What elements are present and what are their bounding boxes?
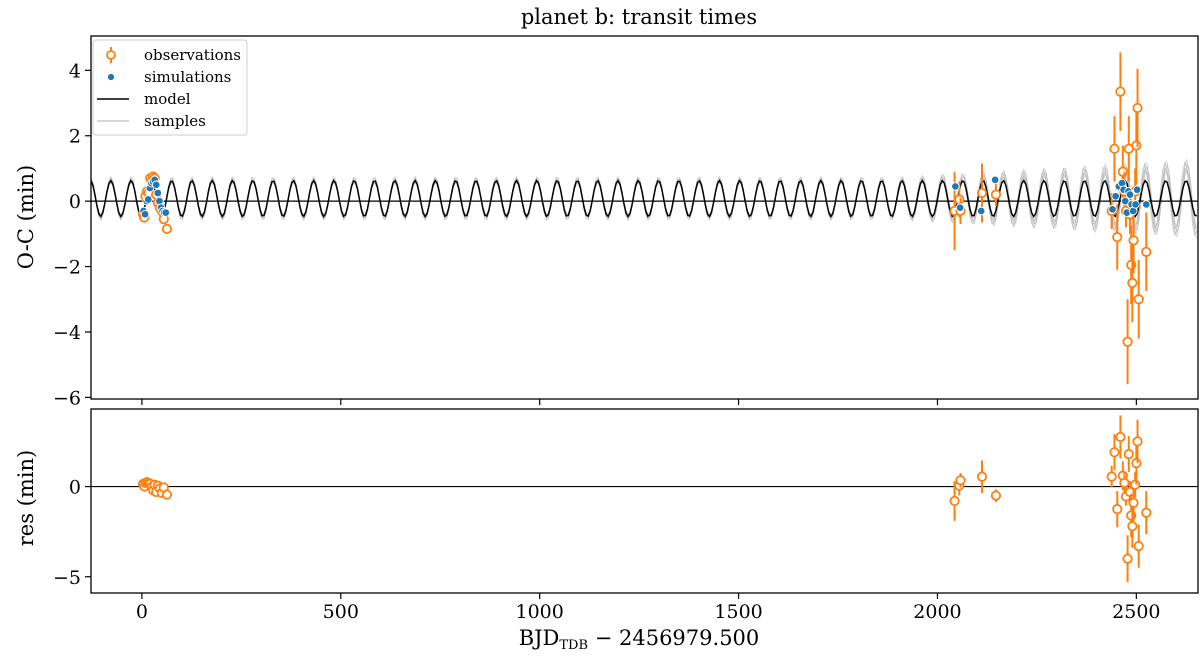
observation-point — [1131, 140, 1142, 151]
legend-label-observations: observations — [144, 46, 241, 64]
x-axis-label-subscript: TDB — [559, 638, 588, 653]
bottom-y-tick-label: −5 — [53, 567, 81, 589]
x-axis-label-tail: − 2456979.500 — [588, 626, 759, 650]
top-y-tick-label: −4 — [53, 322, 81, 344]
x-tick-label: 2000 — [913, 601, 961, 623]
top-y-tick-label: 0 — [69, 191, 81, 213]
observation-point — [1128, 497, 1139, 508]
top-y-tick-label: 2 — [69, 126, 81, 148]
legend-label-model: model — [144, 90, 191, 108]
model-curve — [91, 179, 1198, 218]
simulation-point — [955, 203, 965, 212]
observation-point — [1133, 294, 1144, 305]
legend-item-observations: observations — [106, 46, 241, 64]
legend-box — [92, 39, 248, 136]
simulation-point — [1111, 191, 1120, 201]
legend-item-simulations: simulations — [107, 68, 231, 86]
observation-point — [1119, 477, 1130, 489]
observation-point — [1133, 540, 1144, 552]
top-y-tick-label: 4 — [69, 60, 81, 82]
simulation-point — [976, 206, 986, 216]
bottom-plot-area — [91, 415, 1198, 583]
observation-point — [1141, 507, 1152, 518]
observation-point — [976, 471, 988, 482]
observation-point — [1127, 277, 1138, 289]
observation-point — [949, 495, 960, 507]
observation-point — [954, 194, 965, 205]
simulation-point — [1108, 205, 1117, 214]
observation-point — [1115, 86, 1126, 97]
legend-item-samples: samples — [97, 112, 206, 130]
observation-point — [1131, 458, 1142, 469]
bottom-y-tick-label: 0 — [69, 477, 81, 499]
observation-point — [1132, 102, 1143, 114]
x-tick-label: 500 — [323, 601, 359, 623]
legend-observations-marker — [106, 50, 116, 60]
bottom-panel: 0 500 1000 1500 2000 2500 −5 0 — [53, 408, 1199, 623]
simulation-point — [1132, 185, 1142, 194]
observation-point — [1117, 166, 1128, 177]
observation-point — [1109, 143, 1120, 154]
bottom-axes-frame — [90, 408, 1199, 594]
simulation-point — [140, 209, 150, 219]
simulation-point — [144, 195, 153, 204]
simulation-point — [153, 188, 163, 198]
observation-point — [1132, 436, 1143, 447]
x-axis-label-main: BJD — [519, 626, 560, 650]
top-panel: −6 −4 −2 0 2 4 — [53, 35, 1199, 409]
simulation-point — [990, 175, 1000, 185]
observation-point — [1122, 553, 1133, 564]
top-axes-frame — [90, 35, 1199, 400]
observation-point — [1112, 232, 1123, 243]
x-tick-label: 1000 — [516, 601, 564, 623]
legend-item-model: model — [97, 90, 191, 108]
observation-point — [1106, 471, 1117, 482]
observation-point — [1109, 447, 1120, 458]
observation-point — [955, 475, 966, 486]
observation-point — [161, 489, 173, 500]
legend-label-samples: samples — [144, 112, 206, 130]
x-axis-label: BJDTDB − 2456979.500 — [519, 626, 760, 653]
observation-point — [976, 187, 988, 199]
observation-point — [990, 490, 1002, 501]
top-plot-area — [91, 52, 1198, 385]
legend: observations simulations model samples — [92, 39, 248, 136]
top-y-tick-label: −2 — [53, 257, 81, 279]
chart-title: planet b: transit times — [521, 5, 757, 29]
observation-point — [990, 189, 1002, 200]
observation-point — [1128, 235, 1139, 246]
legend-simulations-marker — [107, 73, 115, 81]
simulation-point — [161, 208, 171, 217]
x-tick-label: 0 — [136, 601, 148, 623]
simulation-point — [151, 180, 161, 190]
x-tick-label: 2500 — [1112, 601, 1160, 623]
observation-point — [1122, 336, 1133, 347]
legend-label-simulations: simulations — [144, 68, 231, 86]
top-y-tick-label: −6 — [53, 387, 81, 409]
observation-point — [1115, 431, 1126, 443]
bottom-y-axis-label: res (min) — [14, 450, 38, 546]
simulation-point — [1125, 190, 1135, 199]
x-tick-label: 1500 — [714, 601, 762, 623]
simulation-point — [951, 182, 960, 191]
simulation-point — [1142, 200, 1151, 209]
observation-point — [1130, 479, 1141, 490]
observation-point — [1112, 504, 1123, 515]
simulation-point — [1131, 200, 1140, 209]
observation-point — [1141, 246, 1152, 257]
top-y-axis-label: O-C (min) — [14, 165, 38, 269]
observation-point — [1127, 521, 1138, 532]
observation-point — [161, 223, 173, 235]
observation-point — [1123, 448, 1134, 460]
